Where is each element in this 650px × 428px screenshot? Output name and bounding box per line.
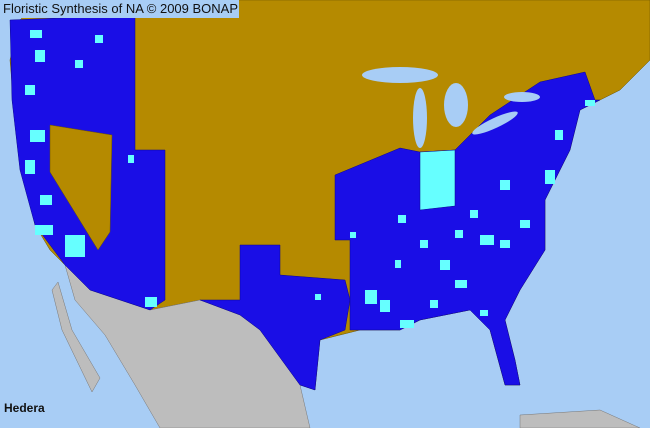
- lake-ontario: [504, 92, 540, 102]
- cuba-land: [519, 409, 641, 428]
- great-lakes: [362, 67, 540, 148]
- region-east-present: [334, 71, 601, 386]
- present-county-markers: [25, 30, 595, 328]
- baja-peninsula: [51, 281, 101, 393]
- lake-superior: [362, 67, 438, 83]
- region-texas-present: [199, 244, 351, 391]
- taxon-label: Hedera: [4, 401, 45, 415]
- region-indiana-present-county: [419, 149, 456, 211]
- lake-erie: [472, 111, 518, 135]
- lake-huron: [444, 83, 468, 127]
- map-title: Floristic Synthesis of NA © 2009 BONAP: [0, 0, 239, 18]
- lake-michigan: [413, 88, 427, 148]
- region-nevada-absent: [49, 124, 113, 251]
